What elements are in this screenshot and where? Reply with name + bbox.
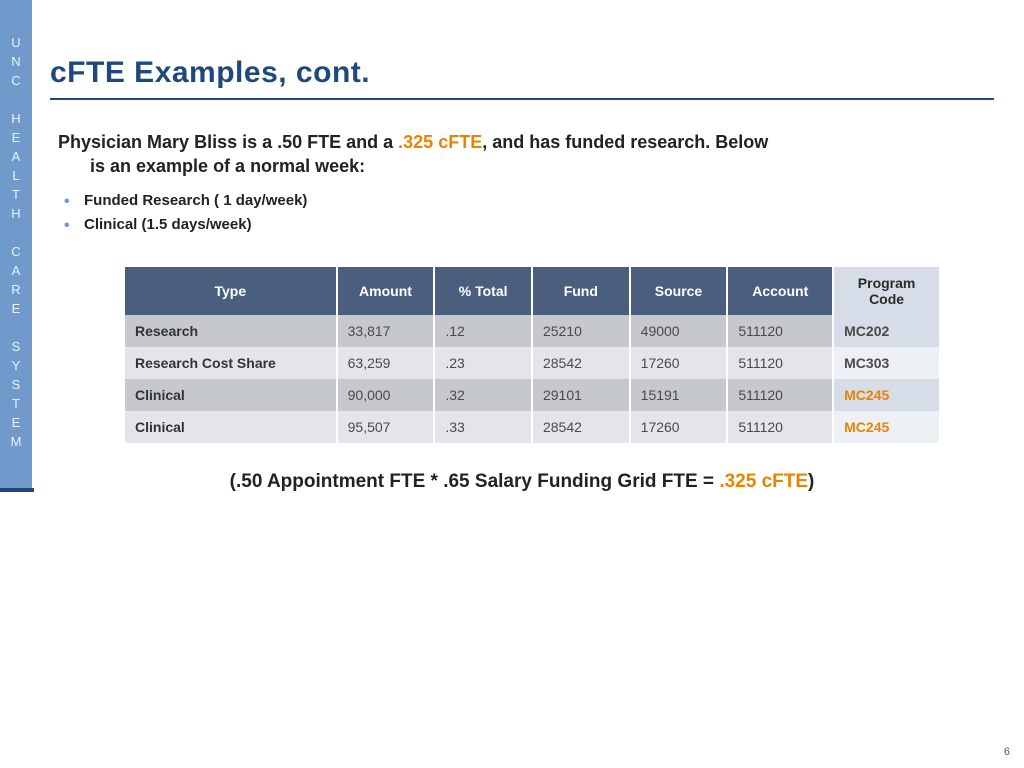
table-cell: .33 — [434, 411, 532, 443]
content-area: cFTE Examples, cont. Physician Mary Blis… — [50, 0, 994, 768]
intro-paragraph: Physician Mary Bliss is a .50 FTE and a … — [58, 130, 986, 179]
table-cell: MC245 — [833, 411, 939, 443]
table-container: TypeAmount% TotalFundSourceAccountProgra… — [125, 267, 939, 443]
table-cell: 25210 — [532, 315, 630, 347]
formula-highlight: .325 cFTE — [719, 471, 808, 492]
column-header: % Total — [434, 267, 532, 315]
page-title: cFTE Examples, cont. — [50, 56, 994, 100]
bullet-item: Funded Research ( 1 day/week) — [58, 189, 994, 213]
table-cell: 511120 — [727, 315, 833, 347]
table-cell: 90,000 — [337, 379, 435, 411]
bullet-item: Clinical (1.5 days/week) — [58, 213, 994, 237]
table-cell: Research Cost Share — [125, 347, 337, 379]
column-header: Type — [125, 267, 337, 315]
table-cell: 17260 — [630, 347, 728, 379]
table-cell: 63,259 — [337, 347, 435, 379]
table-cell: Clinical — [125, 379, 337, 411]
header-row: TypeAmount% TotalFundSourceAccountProgra… — [125, 267, 939, 315]
table-cell: 15191 — [630, 379, 728, 411]
table-cell: .23 — [434, 347, 532, 379]
table-row: Clinical95,507.332854217260511120MC245 — [125, 411, 939, 443]
table-cell: .12 — [434, 315, 532, 347]
table-cell: MC202 — [833, 315, 939, 347]
data-table: TypeAmount% TotalFundSourceAccountProgra… — [125, 267, 939, 443]
column-header: Program Code — [833, 267, 939, 315]
column-header: Fund — [532, 267, 630, 315]
table-cell: MC303 — [833, 347, 939, 379]
table-cell: 28542 — [532, 411, 630, 443]
formula-line: (.50 Appointment FTE * .65 Salary Fundin… — [50, 471, 994, 493]
table-head: TypeAmount% TotalFundSourceAccountProgra… — [125, 267, 939, 315]
side-banner-tick — [0, 488, 34, 492]
intro-line2: is an example of a normal week: — [58, 154, 986, 178]
table-cell: 28542 — [532, 347, 630, 379]
formula-body: .50 Appointment FTE * .65 Salary Funding… — [236, 471, 719, 492]
table-cell: 511120 — [727, 379, 833, 411]
column-header: Source — [630, 267, 728, 315]
page-number: 6 — [1004, 746, 1010, 758]
table-row: Research Cost Share63,259.23285421726051… — [125, 347, 939, 379]
intro-pre: Physician Mary Bliss is a .50 FTE and a — [58, 132, 398, 152]
intro-highlight: .325 cFTE — [398, 132, 482, 152]
bullet-list: Funded Research ( 1 day/week) Clinical (… — [58, 189, 994, 237]
table-cell: 29101 — [532, 379, 630, 411]
table-cell: 49000 — [630, 315, 728, 347]
side-banner-text: UNC HEALTH CARE SYSTEM — [9, 35, 24, 453]
side-banner: UNC HEALTH CARE SYSTEM — [0, 0, 32, 488]
column-header: Account — [727, 267, 833, 315]
table-cell: 511120 — [727, 411, 833, 443]
table-row: Research33,817.122521049000511120MC202 — [125, 315, 939, 347]
table-cell: .32 — [434, 379, 532, 411]
table-cell: Clinical — [125, 411, 337, 443]
table-cell: 511120 — [727, 347, 833, 379]
intro-post: , and has funded research. Below — [482, 132, 768, 152]
table-row: Clinical90,000.322910115191511120MC245 — [125, 379, 939, 411]
column-header: Amount — [337, 267, 435, 315]
table-body: Research33,817.122521049000511120MC202Re… — [125, 315, 939, 443]
table-cell: Research — [125, 315, 337, 347]
table-cell: 33,817 — [337, 315, 435, 347]
table-cell: 95,507 — [337, 411, 435, 443]
table-cell: 17260 — [630, 411, 728, 443]
table-cell: MC245 — [833, 379, 939, 411]
formula-close: ) — [808, 471, 814, 492]
